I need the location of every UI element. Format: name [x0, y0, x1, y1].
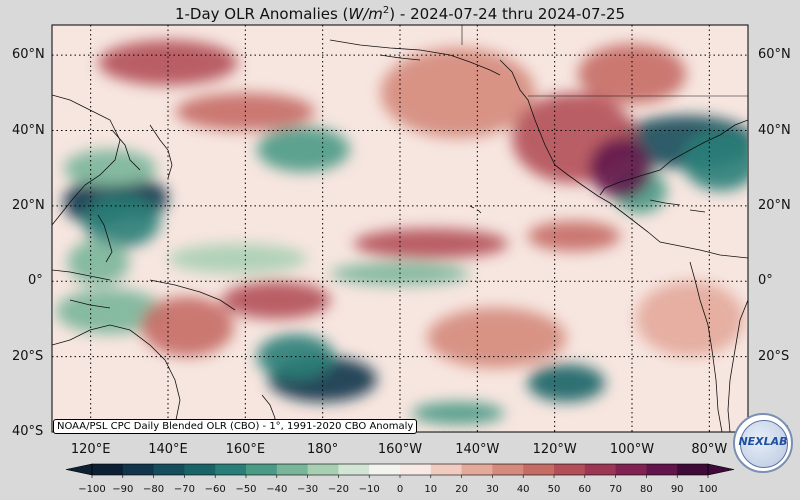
- map-title: 1-Day OLR Anomalies (W/m2) - 2024-07-24 …: [174, 5, 626, 23]
- anomaly-region: [140, 296, 234, 357]
- colorbar-tick-label: −10: [358, 484, 380, 495]
- colorbar-segment: [430, 464, 463, 475]
- anomaly-region: [256, 126, 350, 172]
- colorbar-tick-label: −60: [204, 484, 226, 495]
- anomaly-region: [380, 47, 536, 139]
- colorbar-tick-label: 90: [670, 484, 684, 495]
- longitude-label: 180°: [306, 442, 339, 457]
- anomaly-region: [577, 43, 687, 105]
- globe-icon: [740, 420, 788, 468]
- colorbar-segment: [276, 464, 309, 475]
- anomaly-region: [527, 220, 621, 252]
- colorbar-segment: [554, 464, 586, 475]
- anomaly-region: [411, 401, 505, 425]
- longitude-label: 160°W: [377, 442, 423, 457]
- colorbar-tick-label: 50: [547, 484, 561, 495]
- colorbar-tick-label: 60: [578, 484, 592, 495]
- colorbar-tick-label: −80: [143, 484, 165, 495]
- anomaly-region: [427, 307, 567, 368]
- colorbar-segment: [369, 464, 401, 475]
- latitude-label: 60°N: [12, 47, 45, 63]
- longitude-label: 120°W: [532, 442, 577, 457]
- latitude-label: 20°S: [12, 348, 44, 364]
- anomaly-region: [63, 149, 157, 188]
- colorbar-tick-label: −100: [78, 484, 106, 495]
- longitude-label: 140°E: [148, 442, 188, 457]
- colorbar-tick-label: −20: [327, 484, 349, 495]
- anomaly-region: [635, 281, 745, 357]
- data-source-credit: NOAA/PSL CPC Daily Blended OLR (CBO) - 1…: [53, 419, 418, 434]
- longitude-label: 140°W: [455, 442, 500, 457]
- colorbar-segment: [461, 464, 493, 475]
- colorbar-tick-label: −50: [235, 484, 257, 495]
- colorbar-segment: [153, 464, 185, 475]
- colorbar-tick-label: 10: [424, 484, 438, 495]
- colorbar-max-extend: [707, 463, 735, 476]
- latitude-label: 40°S: [12, 424, 44, 439]
- colorbar-segment: [122, 464, 155, 475]
- colorbar-segment: [523, 464, 555, 475]
- colorbar-tick-label: 70: [609, 484, 622, 495]
- anomaly-field: [55, 40, 748, 425]
- logo-text: NEXLAB: [738, 435, 788, 448]
- colorbar-segment: [307, 464, 339, 475]
- colorbar-segment: [646, 464, 678, 475]
- latitude-label: 0°: [758, 273, 773, 289]
- latitude-label: 20°N: [12, 197, 45, 213]
- longitude-label: 120°E: [70, 442, 111, 457]
- graticule: [52, 25, 748, 432]
- anomaly-region: [527, 364, 605, 402]
- colorbar-tick-label: −70: [173, 484, 195, 495]
- colorbar-segment: [338, 464, 370, 475]
- colorbar-segment: [92, 464, 124, 475]
- longitude-label: 100°W: [609, 442, 655, 457]
- colorbar: [65, 463, 735, 478]
- colorbar-segment: [215, 464, 247, 475]
- colorbar-tick-label: 100: [698, 484, 718, 495]
- colorbar-segment: [677, 464, 709, 475]
- latitude-label: 0°: [28, 273, 43, 289]
- anomaly-region: [168, 243, 308, 274]
- colorbar-tick-label: 20: [455, 484, 468, 495]
- colorbar-min-extend: [65, 463, 93, 476]
- latitude-label: 40°N: [758, 122, 791, 138]
- colorbar-tick-label: −30: [297, 484, 319, 495]
- anomaly-region: [682, 130, 748, 191]
- anomaly-region: [589, 138, 652, 199]
- colorbar-tick-label: 80: [640, 484, 653, 495]
- coastlines: [52, 25, 748, 432]
- latitude-label: 20°N: [758, 197, 791, 213]
- colorbar-segment: [400, 464, 432, 475]
- colorbar-tick-label: 40: [516, 484, 530, 495]
- colorbar-segment: [246, 464, 278, 475]
- colorbar-tick-label: 30: [486, 484, 499, 495]
- colorbar-segment: [184, 464, 216, 475]
- anomaly-region: [353, 228, 509, 259]
- latitude-label: 60°N: [758, 47, 791, 63]
- anomaly-region: [222, 281, 331, 319]
- anomaly-region: [98, 40, 238, 86]
- colorbar-tick-label: −40: [266, 484, 288, 495]
- anomaly-region: [55, 288, 165, 335]
- colorbar-tick-label: 0: [396, 484, 404, 495]
- colorbar-segment: [615, 464, 647, 475]
- colorbar-tick-label: −90: [112, 484, 134, 495]
- nexlab-logo[interactable]: NEXLAB: [733, 413, 793, 473]
- longitude-label: 80°W: [691, 442, 728, 457]
- anomaly-region: [67, 239, 130, 286]
- colorbar-segment: [584, 464, 617, 475]
- anomaly-region: [82, 194, 161, 248]
- latitude-label: 40°N: [12, 122, 45, 138]
- longitude-label: 160°E: [225, 442, 266, 457]
- colorbar-segment: [492, 464, 524, 475]
- latitude-label: 20°S: [758, 348, 790, 364]
